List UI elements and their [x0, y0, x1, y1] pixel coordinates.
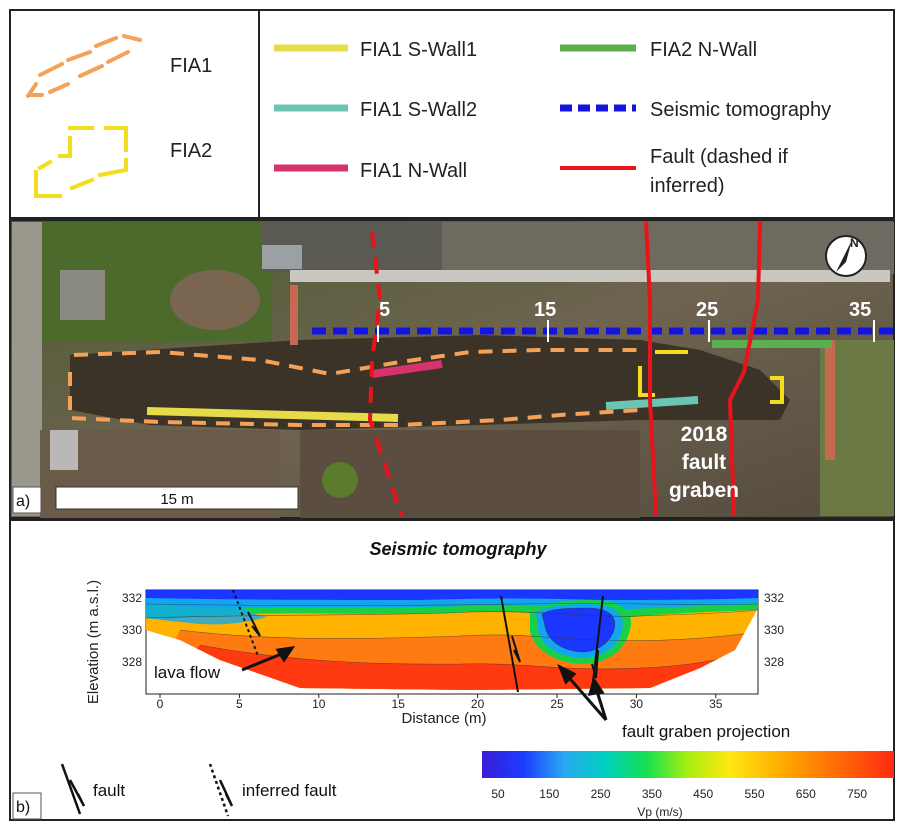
y-tick-label-right: 332: [764, 591, 784, 605]
x-tick-label: 10: [312, 697, 326, 711]
distance-mark-5: 5: [379, 299, 390, 321]
y-axis-ticks-right: 332 330 328: [764, 591, 784, 669]
y-axis-ticks-left: 332 330 328: [122, 591, 142, 669]
legend-line-seismic-tomography: Seismic tomography: [560, 99, 831, 121]
tomography-panel: Seismic tomography: [9, 519, 895, 821]
fia2-outline-symbol: [34, 126, 128, 198]
fault-legend-label: fault: [93, 781, 125, 800]
velocity-colorbar: 50 150 250 350 450 550 650 750 Vp (m/s): [482, 751, 894, 819]
svg-text:Seismic tomography: Seismic tomography: [650, 99, 831, 121]
graben-label-line3: graben: [669, 479, 739, 502]
x-axis-title: Distance (m): [401, 710, 486, 727]
colorbar-tick-label: 50: [491, 787, 505, 801]
fia1-s-wall1-line: [146, 407, 399, 422]
x-tick-label: 35: [709, 697, 723, 711]
x-tick-label: 25: [550, 697, 564, 711]
fault-legend-symbol: [60, 763, 86, 815]
svg-text:b): b): [16, 799, 30, 816]
panel-label-a: a): [12, 486, 42, 514]
colorbar-tick-label: 450: [693, 787, 713, 801]
svg-text:Fault (dashed if: Fault (dashed if: [650, 146, 788, 168]
inferred-fault-trace: [367, 231, 404, 517]
fault-trace-east: [727, 221, 762, 517]
y-tick-label-right: 328: [764, 655, 784, 669]
legend-line-fia2-n-wall: FIA2 N-Wall: [560, 39, 757, 61]
distance-mark-35: 35: [849, 299, 871, 321]
svg-text:FIA1 S-Wall2: FIA1 S-Wall2: [360, 99, 477, 121]
y-axis-title: Elevation (m a.s.l.): [85, 580, 102, 704]
legend-line-fault: Fault (dashed if inferred): [560, 146, 788, 197]
fia1-legend-label: FIA1: [170, 55, 212, 77]
distance-mark-15: 15: [534, 299, 556, 321]
legend-line-fia1-n-wall: FIA1 N-Wall: [274, 160, 467, 182]
colorbar-tick-label: 350: [642, 787, 662, 801]
x-tick-label: 0: [157, 697, 164, 711]
fia1-n-wall-line: [371, 360, 443, 378]
colorbar-tick-label: 550: [744, 787, 764, 801]
graben-projection-annotation: fault graben projection: [622, 722, 790, 741]
y-tick-label-left: 330: [122, 623, 142, 637]
fia1-outline-symbol: [26, 34, 142, 98]
x-tick-label: 30: [630, 697, 644, 711]
scale-bar: 15 m: [55, 486, 299, 510]
graben-label-line2: fault: [682, 451, 726, 474]
colorbar-tick-label: 150: [539, 787, 559, 801]
colorbar-label: Vp (m/s): [637, 805, 682, 819]
colorbar-tick-label: 750: [847, 787, 867, 801]
y-tick-label-left: 332: [122, 591, 142, 605]
annotation-arrows: [241, 646, 608, 721]
colorbar-tick-label: 250: [591, 787, 611, 801]
svg-text:a): a): [16, 493, 30, 510]
inferred-fault-legend-symbol: [208, 763, 234, 817]
x-tick-label: 20: [471, 697, 485, 711]
y-tick-label-right: 330: [764, 623, 784, 637]
tomography-title: Seismic tomography: [369, 539, 547, 559]
svg-text:FIA1 N-Wall: FIA1 N-Wall: [360, 160, 467, 182]
legend-line-fia1-s-wall2: FIA1 S-Wall2: [274, 99, 477, 121]
panel-label-b: b): [12, 792, 42, 820]
legend-panel: FIA1 FIA2 FIA1 S-Wall1 FIA1 S-Wall2 FIA1…: [9, 9, 895, 219]
north-arrow-icon: N: [825, 235, 867, 277]
legend-line-fia1-s-wall1: FIA1 S-Wall1: [274, 39, 477, 61]
colorbar-ticks: 50 150 250 350 450 550 650 750: [491, 787, 867, 801]
svg-text:FIA2 N-Wall: FIA2 N-Wall: [650, 39, 757, 61]
y-tick-label-left: 328: [122, 655, 142, 669]
inferred-fault-legend-label: inferred fault: [242, 781, 337, 800]
svg-text:inferred): inferred): [650, 175, 724, 197]
fault-trace-west: [644, 221, 658, 517]
x-axis-ticks: 0 5 10 15 20 25 30 35: [157, 694, 723, 711]
lava-flow-annotation: lava flow: [154, 663, 221, 682]
fia1-trench-outline: [68, 348, 641, 427]
distance-mark-25: 25: [696, 299, 718, 321]
x-tick-label: 15: [392, 697, 406, 711]
graben-label-line1: 2018: [681, 423, 728, 446]
tomography-fault-symbols: [232, 589, 604, 693]
colorbar-tick-label: 650: [796, 787, 816, 801]
svg-text:FIA1 S-Wall1: FIA1 S-Wall1: [360, 39, 477, 61]
x-tick-label: 5: [236, 697, 243, 711]
aerial-photo-panel: 5 15 25 35 2018 fault graben N 15 m a): [9, 219, 895, 519]
svg-text:N: N: [850, 236, 859, 250]
fia2-legend-label: FIA2: [170, 140, 212, 162]
svg-text:15 m: 15 m: [160, 491, 193, 508]
